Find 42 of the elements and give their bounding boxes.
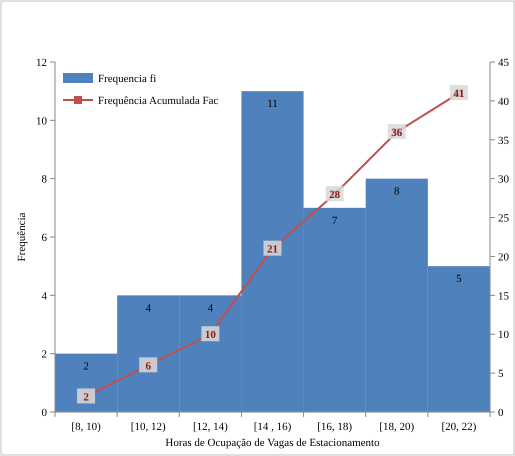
data-label: 36	[391, 127, 403, 139]
y2-tick-label: 25	[498, 212, 510, 225]
y-tick-label: 12	[36, 57, 47, 69]
x-tick-label: [8, 10)	[71, 421, 102, 433]
legend-label: Frequencia fi	[98, 73, 156, 85]
data-label: 10	[204, 329, 216, 342]
x-tick-label: [20, 22)	[442, 421, 477, 433]
data-label: 21	[267, 244, 278, 256]
data-label: 2	[83, 360, 89, 373]
y2-tick-label: 10	[498, 329, 510, 342]
y-tick-label: 10	[36, 115, 48, 128]
y2-tick-label: 5	[498, 368, 504, 380]
legend-label: Frequência Acumulada Fac	[98, 95, 218, 107]
y2-tick-label: 20	[498, 251, 510, 264]
y-tick-label: 0	[42, 407, 48, 419]
data-label: 5	[456, 273, 462, 286]
data-label: 11	[267, 98, 278, 110]
data-label: 7	[332, 214, 338, 227]
data-label: 2	[83, 391, 90, 404]
x-tick-label: [12, 14)	[192, 421, 228, 433]
data-label: 28	[329, 189, 341, 202]
y2-tick-label: 0	[498, 407, 504, 419]
data-label: 8	[394, 186, 400, 198]
data-label: 41	[453, 88, 464, 100]
x-tick-label: [14 , 16)	[254, 421, 292, 433]
data-label: 4	[145, 302, 152, 314]
x-tick-label: [16, 18)	[317, 421, 352, 433]
x-tick-label: [18, 20)	[379, 421, 415, 433]
data-label: 6	[145, 360, 152, 372]
y-tick-label: 6	[42, 232, 48, 244]
x-axis-title: Horas de Ocupação de Vagas de Estacionamento	[165, 437, 380, 449]
data-label: 4	[208, 302, 214, 314]
y2-tick-label: 40	[498, 96, 510, 108]
y-tick-label: 8	[42, 174, 48, 186]
y-axis-title: Frequência	[16, 212, 28, 262]
y2-tick-label: 35	[498, 134, 510, 147]
x-tick-label: [10, 12)	[130, 421, 166, 433]
y-tick-label: 2	[42, 348, 47, 361]
y-tick-label: 4	[42, 290, 48, 302]
y2-tick-label: 45	[498, 57, 510, 69]
y2-tick-label: 15	[498, 290, 510, 302]
y2-tick-label: 30	[498, 174, 510, 186]
